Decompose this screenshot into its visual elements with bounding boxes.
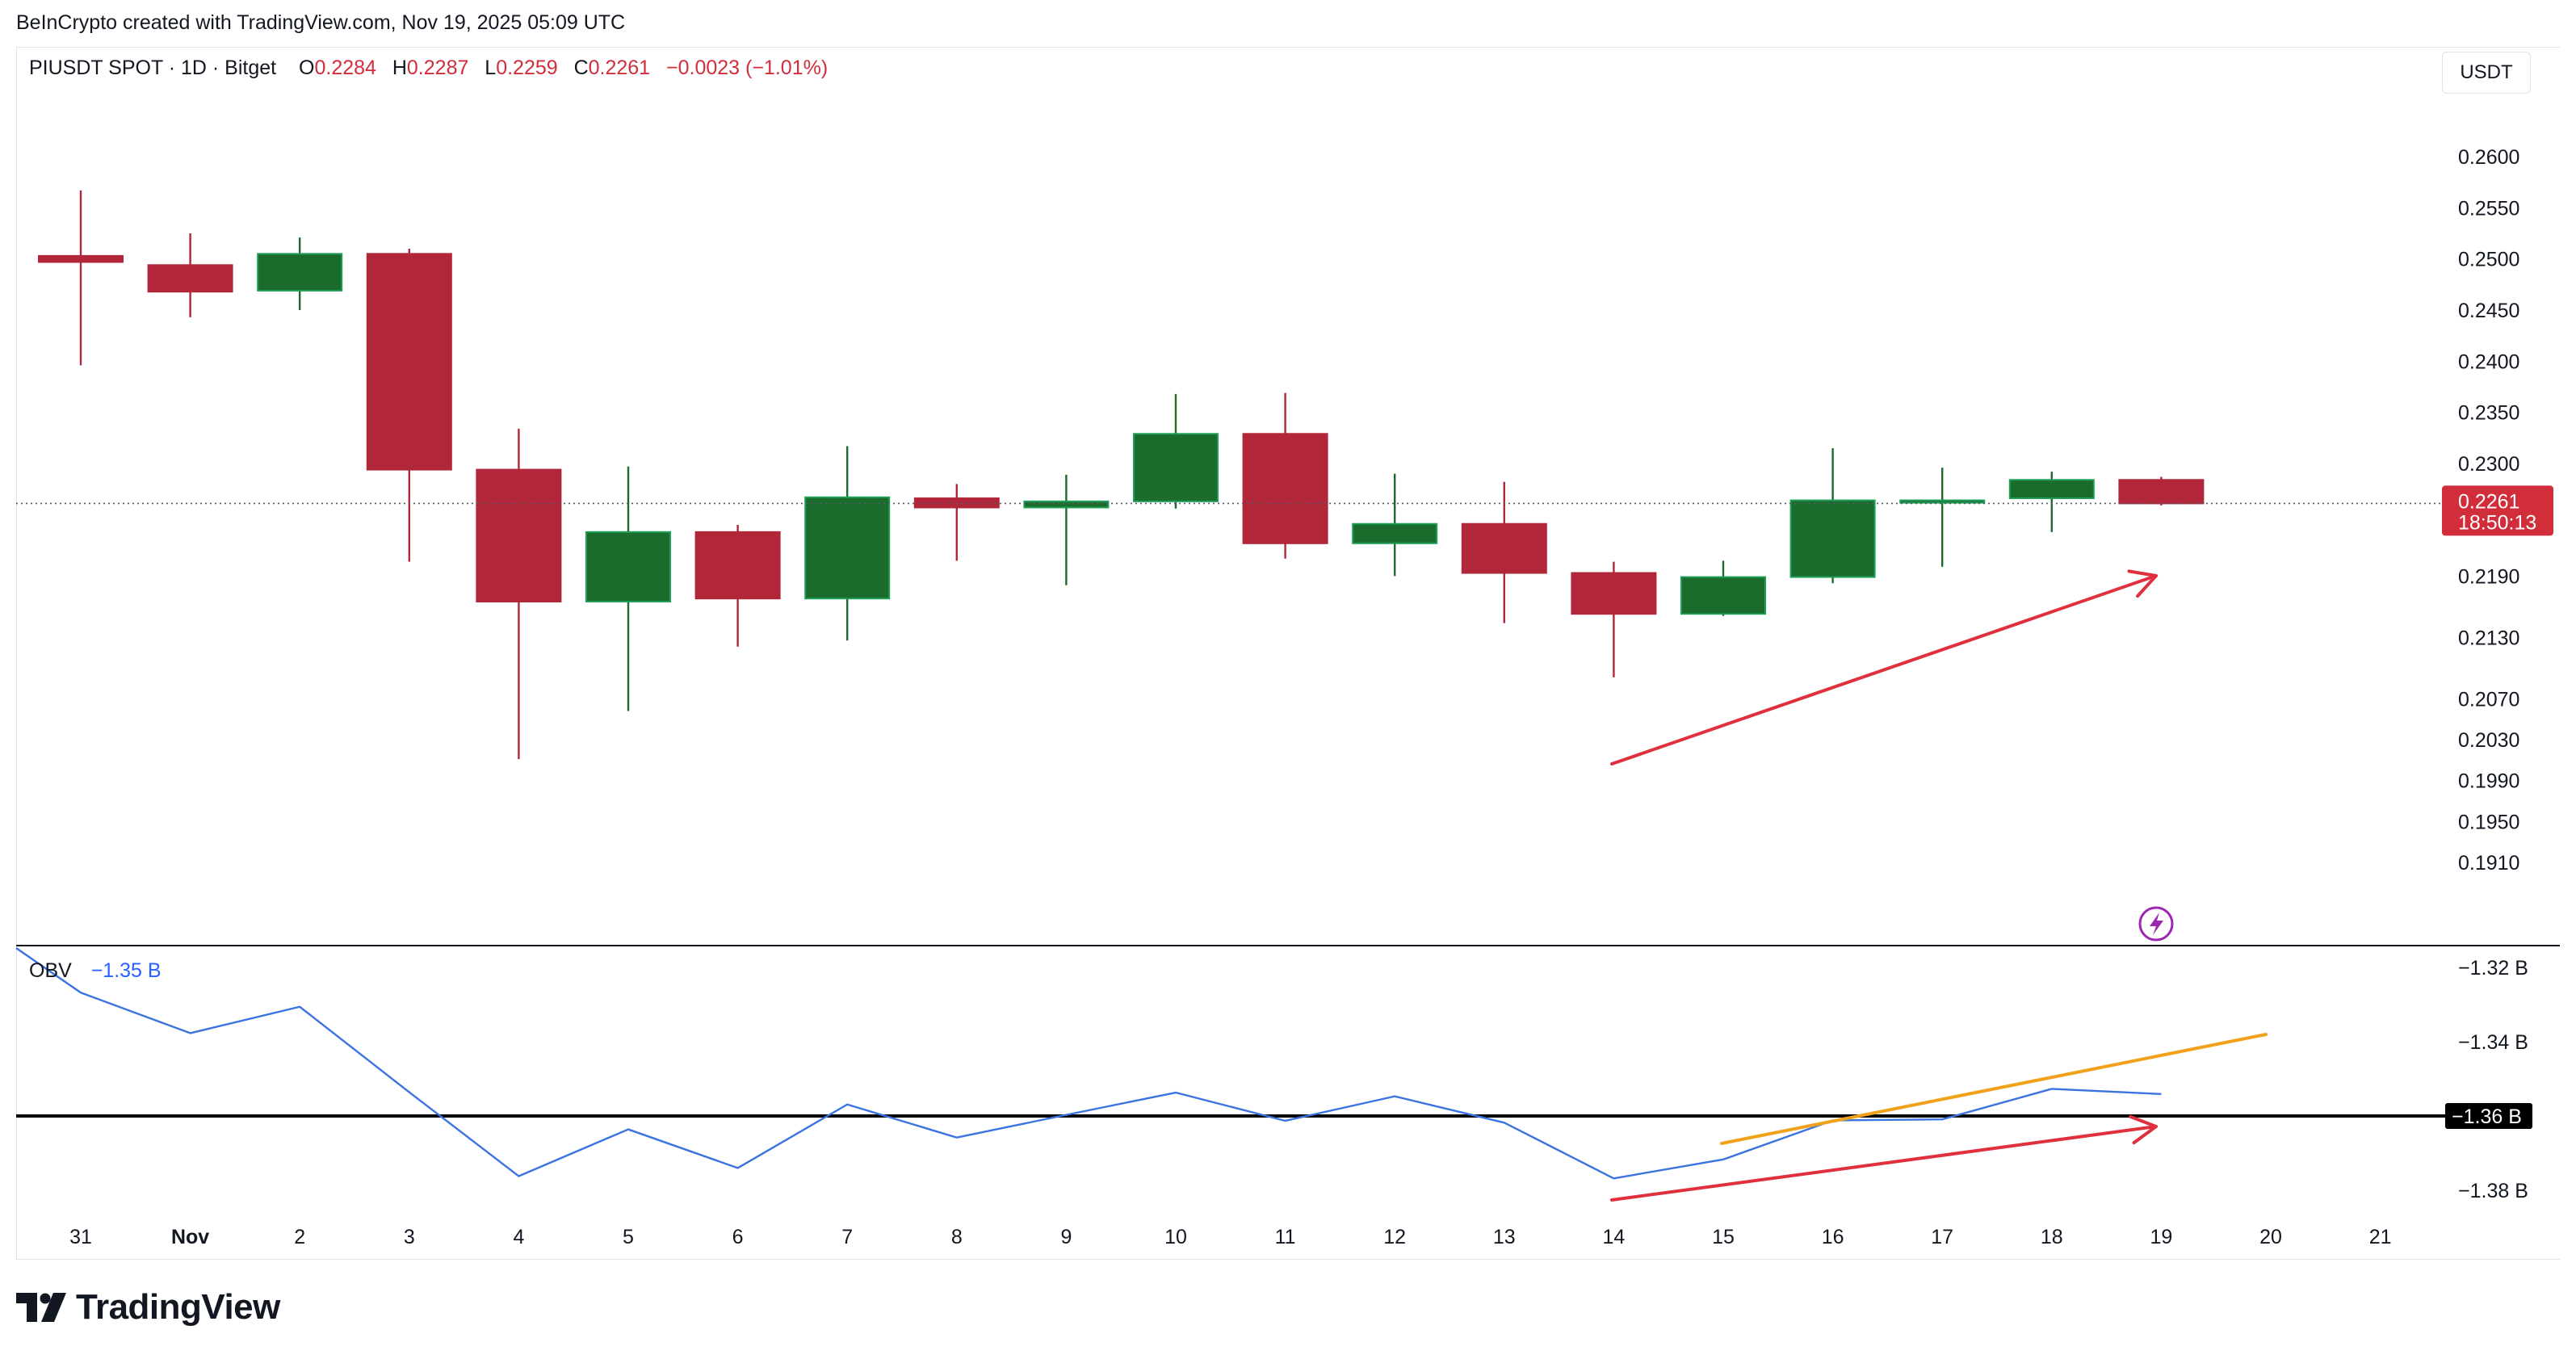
time-tick-19: 19 (2150, 1226, 2172, 1248)
flash-icon-bolt (2150, 912, 2163, 935)
candle-body-14 (1571, 572, 1657, 615)
time-tick-11: 11 (1275, 1226, 1296, 1248)
obv-legend[interactable]: OBV −1.35 B (29, 959, 162, 983)
time-tick-6: 6 (732, 1226, 744, 1248)
time-tick-8: 8 (951, 1226, 963, 1248)
symbol-legend[interactable]: PIUSDT SPOT · 1D · Bitget O0.2284 H0.228… (29, 57, 828, 80)
time-tick-4: 4 (513, 1226, 524, 1248)
time-tick-21: 21 (2369, 1226, 2392, 1248)
candle-body-13 (1461, 522, 1547, 574)
obv-legend-value: −1.35 B (90, 959, 162, 982)
current-price-badge-value: 0.2261 (2458, 490, 2519, 513)
time-tick-5: 5 (623, 1226, 634, 1248)
candle-body-9 (1023, 500, 1110, 509)
obv-series-line (15, 947, 2162, 1180)
candle-body-4 (476, 468, 562, 602)
price-tick-2: 0.2500 (2458, 249, 2519, 271)
price-tick-3: 0.2450 (2458, 300, 2519, 322)
price-tick-10: 0.2030 (2458, 729, 2519, 752)
change-value: −0.0023 (−1.01%) (666, 57, 829, 79)
tradingview-logo[interactable]: TradingView (16, 1287, 280, 1328)
time-tick-16: 16 (1822, 1226, 1844, 1248)
candle-body-15 (1680, 576, 1766, 615)
obv-orange-trendline (1720, 1033, 2268, 1145)
time-tick-20: 20 (2259, 1226, 2282, 1248)
obv-level-badge-value: −1.36 B (2452, 1105, 2522, 1128)
time-tick-Nov: Nov (171, 1226, 209, 1248)
candle-body-12 (1352, 522, 1438, 544)
obv-tick-0: −1.32 B (2458, 957, 2528, 980)
high-label: H (392, 57, 407, 79)
candle-body-6 (694, 531, 781, 600)
candle-body-2 (257, 253, 343, 292)
candle-body-19 (2118, 479, 2205, 505)
candle-body-17 (1899, 499, 1986, 504)
candle-body-3 (366, 253, 452, 471)
time-tick-12: 12 (1383, 1226, 1406, 1248)
price-tick-6: 0.2300 (2458, 453, 2519, 476)
time-tick-3: 3 (404, 1226, 415, 1248)
price-tick-4: 0.2400 (2458, 350, 2519, 373)
price-axis: 0.2600 0.2550 0.2500 0.2450 0.2400 0.2350 0.23… (2442, 146, 2553, 875)
time-axis: 31 Nov 2 3 4 5 6 7 8 9 10 11 12 13 14 15 16 17 18 19 20 21 (69, 1226, 2391, 1248)
price-uptrend-arrow-head (2127, 569, 2158, 598)
symbol-label: PIUSDT SPOT · 1D · Bitget (29, 57, 277, 79)
time-tick-2: 2 (294, 1226, 305, 1248)
candle-body-Nov (147, 264, 233, 293)
price-tick-13: 0.1910 (2458, 852, 2519, 875)
price-tick-7: 0.2190 (2458, 565, 2519, 588)
price-tick-11: 0.1990 (2458, 770, 2519, 793)
price-tick-0: 0.2600 (2458, 146, 2519, 169)
annotations-layer (1610, 569, 2268, 1202)
time-tick-18: 18 (2041, 1226, 2063, 1248)
obv-tick-3: −1.38 B (2458, 1180, 2528, 1202)
high-value: 0.2287 (406, 57, 469, 79)
current-price-badge (2442, 485, 2553, 536)
candle-body-11 (1242, 433, 1328, 544)
obv-tick-1: −1.34 B (2458, 1031, 2528, 1054)
time-tick-9: 9 (1060, 1226, 1072, 1248)
price-tick-9: 0.2070 (2458, 688, 2519, 711)
obv-legend-name: OBV (29, 959, 72, 982)
candles-layer (16, 190, 2448, 760)
tradingview-logo-icon (16, 1293, 66, 1322)
obv-axis: −1.32 B−1.34 B−1.36 B−1.38 B−1.36 B (2445, 957, 2532, 1202)
price-tick-1: 0.2550 (2458, 197, 2519, 220)
low-label: L (485, 57, 497, 79)
tradingview-wordmark: TradingView (76, 1287, 280, 1327)
chart-frame (16, 47, 2560, 1260)
open-value: 0.2284 (314, 57, 376, 79)
close-value: 0.2261 (588, 57, 651, 79)
time-tick-17: 17 (1931, 1226, 1953, 1248)
candle-body-5 (585, 531, 671, 602)
price-tick-8: 0.2130 (2458, 627, 2519, 649)
obv-uptrend-arrow-head (2129, 1114, 2158, 1145)
candle-body-10 (1133, 433, 1219, 502)
candle-body-16 (1789, 499, 1876, 578)
currency-button[interactable]: USDT (2442, 52, 2531, 94)
time-tick-31: 31 (69, 1226, 92, 1248)
low-value: 0.2259 (496, 57, 558, 79)
time-tick-15: 15 (1712, 1226, 1735, 1248)
obv-layer (15, 947, 2448, 1180)
price-uptrend-arrow (1610, 574, 2158, 766)
candle-body-7 (804, 496, 891, 600)
open-label: O (299, 57, 315, 79)
time-tick-13: 13 (1493, 1226, 1516, 1248)
obv-uptrend-arrow (1610, 1125, 2158, 1202)
price-tick-12: 0.1950 (2458, 811, 2519, 833)
time-tick-14: 14 (1602, 1226, 1625, 1248)
price-tick-5: 0.2350 (2458, 402, 2519, 425)
time-tick-10: 10 (1164, 1226, 1187, 1248)
close-label: C (573, 57, 589, 79)
candle-body-31 (38, 254, 124, 263)
current-price-badge-countdown: 18:50:13 (2458, 511, 2536, 534)
obv-level-badge (2445, 1103, 2532, 1129)
candle-body-18 (2008, 479, 2095, 500)
chart-credit: BeInCrypto created with TradingView.com,… (16, 11, 626, 34)
time-tick-7: 7 (841, 1226, 853, 1248)
